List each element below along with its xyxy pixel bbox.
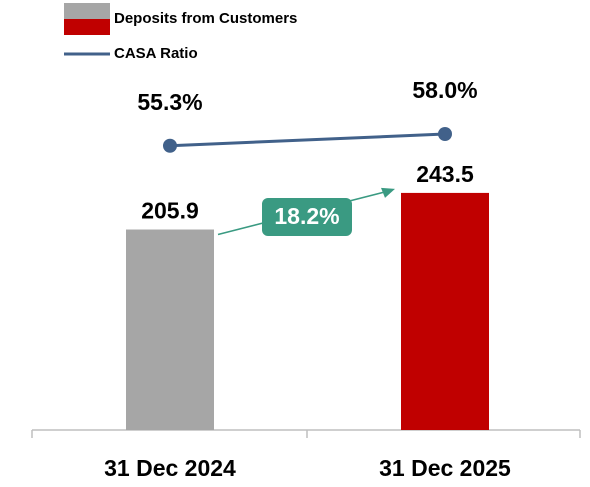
legend-swatch <box>64 19 110 35</box>
data-label: 205.9 <box>141 198 199 224</box>
data-label: 55.3% <box>137 89 202 115</box>
legend-label: Deposits from Customers <box>114 10 297 27</box>
x-tick-label: 31 Dec 2025 <box>379 455 511 481</box>
annotation-box <box>262 198 352 236</box>
line <box>169 132 446 148</box>
annotation: 18.2% <box>274 203 339 229</box>
annotation-arrowhead <box>381 187 395 198</box>
x-tick-label: 31 Dec 2024 <box>104 455 236 481</box>
legend-label: CASA Ratio <box>114 45 198 62</box>
data-label: 58.0% <box>412 77 477 103</box>
line-point <box>438 127 452 141</box>
legend-swatch <box>64 3 110 19</box>
data-label: 243.5 <box>416 161 474 187</box>
bar <box>126 229 214 430</box>
bar <box>401 192 489 430</box>
line-point <box>163 138 177 153</box>
